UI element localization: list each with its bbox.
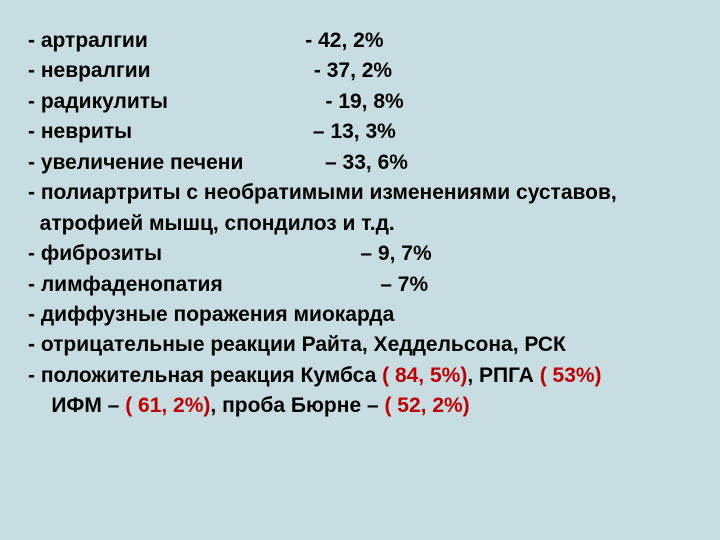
line-limfadenopatiya: - лимфаденопатия – 7% xyxy=(28,270,700,300)
line-pechen: - увеличение печени – 33, 6% xyxy=(28,148,700,178)
line-miokard: - диффузные поражения миокарда xyxy=(28,300,700,330)
line-ifm: ИФМ – ( 61, 2%), проба Бюрне – ( 52, 2%) xyxy=(28,391,700,421)
line-nevralgii: - невралгии - 37, 2% xyxy=(28,56,700,86)
line-nevrity: - невриты – 13, 3% xyxy=(28,117,700,147)
ifm-pct-1: ( 61, 2%) xyxy=(125,394,210,417)
line-radikulity: - радикулиты - 19, 8% xyxy=(28,87,700,117)
kumbsa-text-1: - положительная реакция Кумбса xyxy=(28,364,382,387)
line-poliartrity-1: - полиартриты с необратимыми изменениями… xyxy=(28,178,700,208)
line-fibrozity: - фиброзиты – 9, 7% xyxy=(28,239,700,269)
line-artralgii: - артралгии - 42, 2% xyxy=(28,26,700,56)
kumbsa-pct-1: ( 84, 5%) xyxy=(382,364,467,387)
line-kumbsa: - положительная реакция Кумбса ( 84, 5%)… xyxy=(28,361,700,391)
kumbsa-text-2: , РПГА xyxy=(467,364,539,387)
ifm-pct-2: ( 52, 2%) xyxy=(384,394,469,417)
line-poliartrity-2: атрофией мышц, спондилоз и т.д. xyxy=(28,209,700,239)
slide-content: - артралгии - 42, 2% - невралгии - 37, 2… xyxy=(0,0,720,540)
ifm-text-1: ИФМ – xyxy=(28,394,125,417)
kumbsa-pct-2: ( 53%) xyxy=(540,364,602,387)
ifm-text-2: , проба Бюрне – xyxy=(210,394,384,417)
line-otricatelnye: - отрицательные реакции Райта, Хеддельсо… xyxy=(28,330,700,360)
